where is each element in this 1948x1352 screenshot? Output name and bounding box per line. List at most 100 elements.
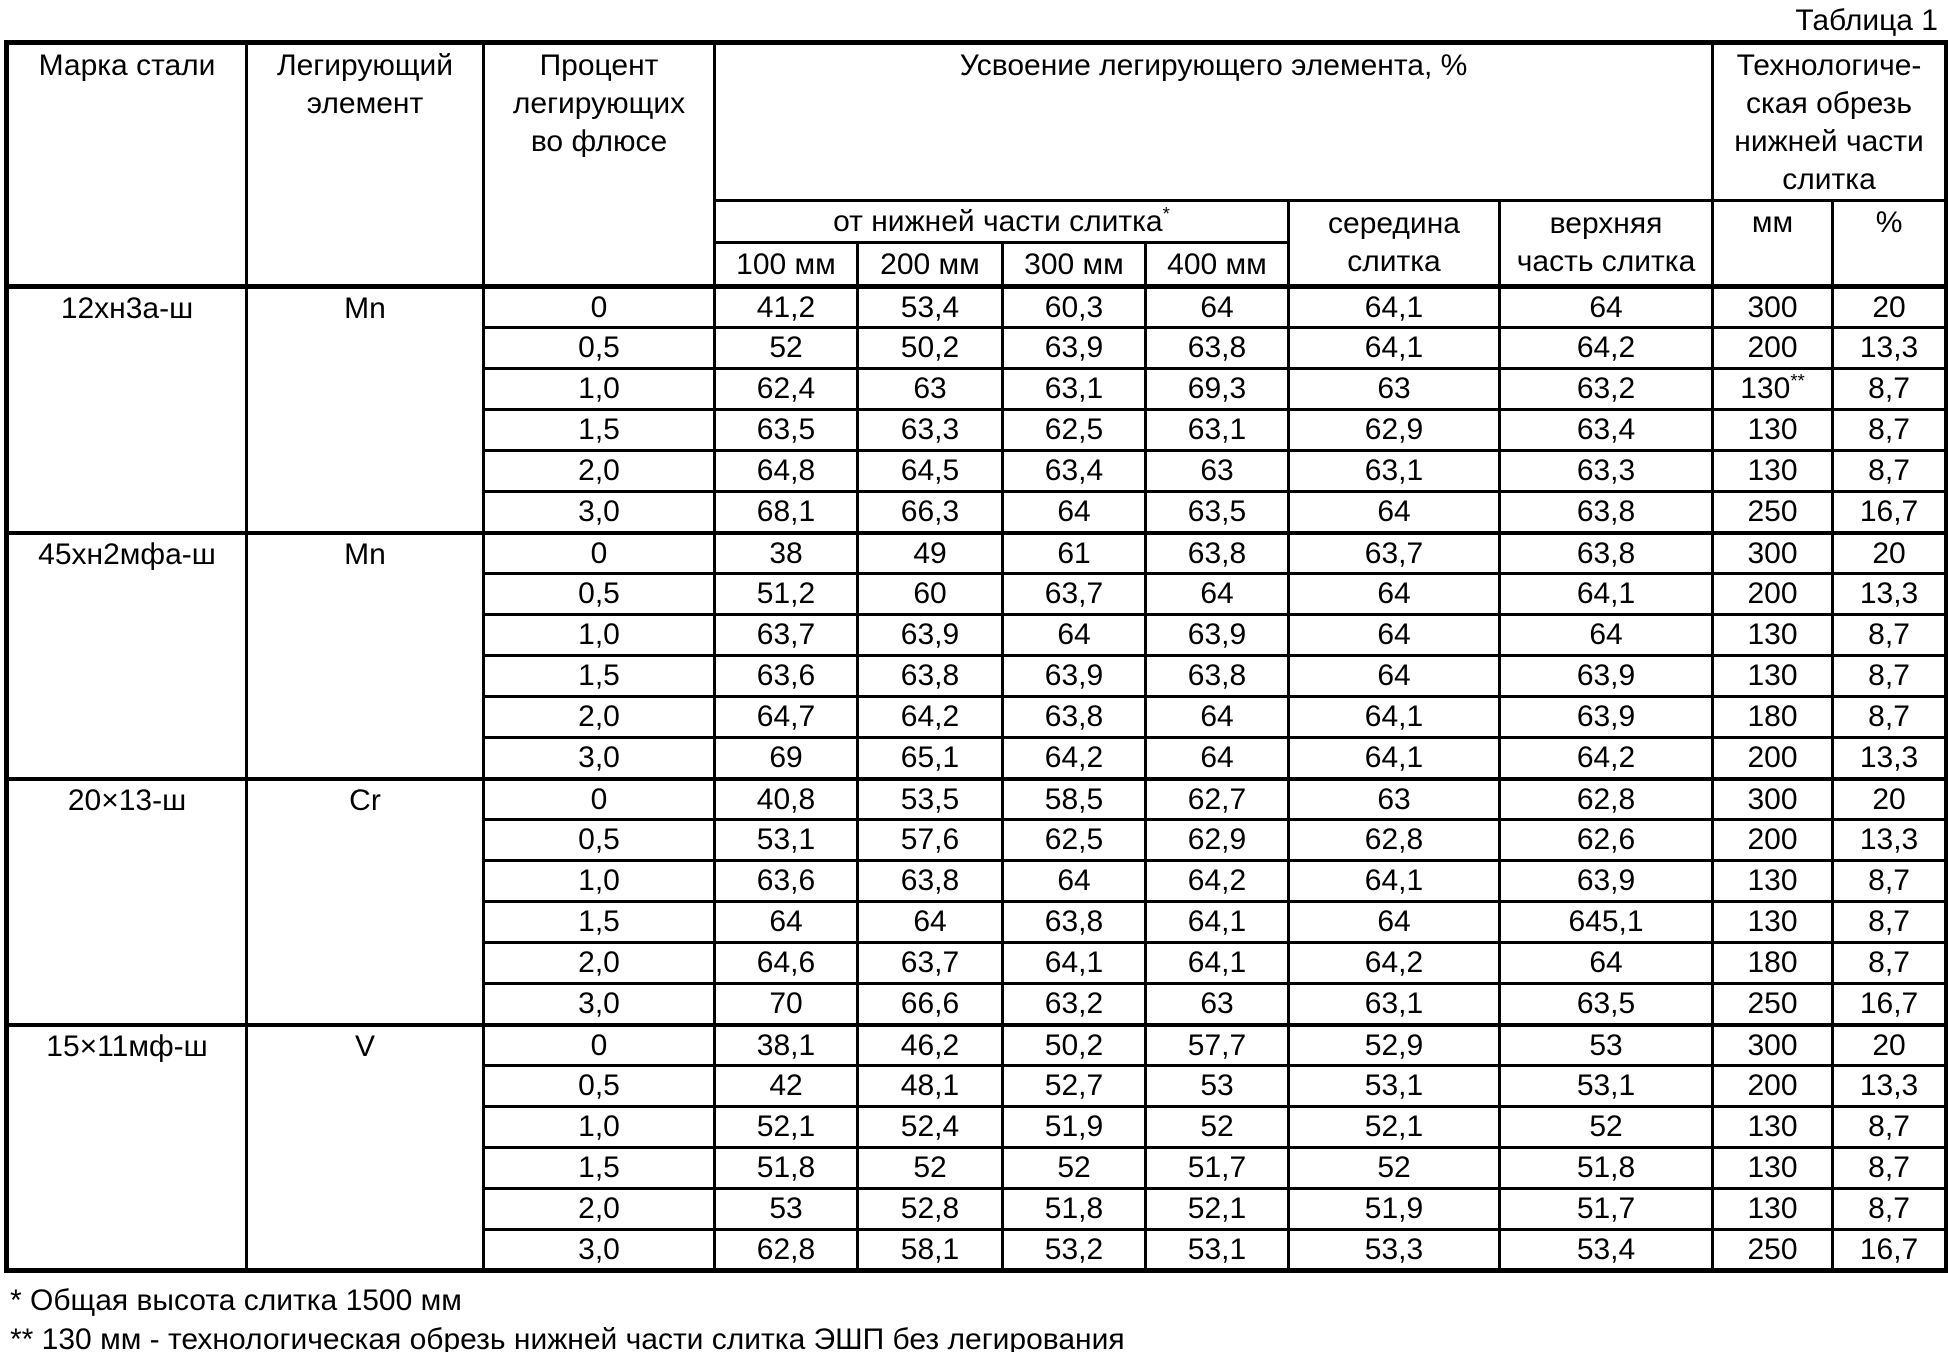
footnote-1: * Общая высота слитка 1500 мм — [10, 1284, 462, 1317]
flux-percent-cell: 2,0 — [482, 941, 716, 985]
alloy-element-cell: V — [245, 1022, 485, 1272]
value-400mm-cell: 53,1 — [1144, 1228, 1290, 1272]
value-100mm-cell: 51,2 — [713, 572, 859, 616]
table-row: 0,5 52 50,2 63,9 63,8 64,1 64,2 200 13,3 — [7, 326, 1948, 370]
value-400mm-cell: 62,9 — [1144, 818, 1290, 862]
trim-mm-cell: 300 — [1711, 776, 1835, 821]
value-400mm-cell: 64 — [1144, 572, 1290, 616]
value-100mm-cell: 64,8 — [713, 449, 859, 493]
table-row: 20×13-ш Cr 0 40,8 53,5 58,5 62,7 63 62,8 300 20 — [5, 776, 1948, 1026]
trim-percent-cell: 8,7 — [1831, 1187, 1948, 1231]
table-row: 1,0 62,4 63 63,1 69,3 63 63,2 130** 8,7 — [7, 367, 1948, 411]
trim-percent-cell: 13,3 — [1831, 326, 1948, 370]
trim-mm-cell: 250 — [1711, 1228, 1835, 1272]
value-100mm-cell: 63,7 — [713, 613, 859, 657]
trim-mm-cell: 300 — [1711, 530, 1835, 575]
value-300mm-cell: 50,2 — [1001, 1022, 1147, 1067]
footnote-2: ** 130 мм - технологическая обрезь нижне… — [10, 1323, 1125, 1352]
value-top-cell: 63,5 — [1497, 982, 1715, 1026]
trim-mm-cell: 130 — [1711, 859, 1835, 903]
value-300mm-cell: 64 — [1001, 859, 1147, 903]
value-200mm-cell: 64,5 — [856, 449, 1004, 493]
value-200mm-cell: 63,7 — [856, 941, 1004, 985]
trim-mm-cell: 130 — [1711, 408, 1835, 452]
value-300mm-cell: 58,5 — [1001, 776, 1147, 821]
flux-percent-cell: 0,5 — [482, 572, 716, 616]
flux-percent-cell: 1,5 — [482, 900, 716, 944]
table-row: 2,0 64,6 63,7 64,1 64,1 64,2 64 180 8,7 — [7, 941, 1948, 985]
footnote-marker: ** — [1790, 370, 1805, 392]
table-row: 12хн3а-ш Mn 0 41,2 53,4 60,3 64 64,1 64 300 20 — [5, 284, 1948, 534]
value-top-cell: 51,8 — [1497, 1146, 1715, 1190]
value-300mm-cell: 53,2 — [1001, 1228, 1147, 1272]
value-top-cell: 64 — [1497, 941, 1715, 985]
steel-grade-cell: 20×13-ш — [5, 776, 248, 1026]
trim-mm-cell: 180 — [1711, 695, 1835, 739]
trim-mm-cell: 130 — [1711, 613, 1835, 657]
value-middle-cell: 64,1 — [1287, 695, 1501, 739]
value-top-cell: 63,9 — [1497, 695, 1715, 739]
data-table: Марка стали Легирующий элемент Процент л… — [4, 40, 1948, 1273]
value-200mm-cell: 46,2 — [856, 1022, 1004, 1067]
value-300mm-cell: 63,1 — [1001, 367, 1147, 411]
steel-grade-cell: 45хн2мфа-ш — [5, 530, 248, 780]
value-400mm-cell: 63,1 — [1144, 408, 1290, 452]
flux-percent-cell: 0,5 — [482, 326, 716, 370]
value-100mm-cell: 40,8 — [713, 776, 859, 821]
value-middle-cell: 64 — [1287, 613, 1501, 657]
flux-percent-cell: 2,0 — [482, 695, 716, 739]
trim-percent-cell: 8,7 — [1831, 859, 1948, 903]
value-middle-cell: 53,1 — [1287, 1064, 1501, 1108]
steel-grade-cell: 15×11мф-ш — [5, 1022, 248, 1272]
header-300mm: 300 мм — [1001, 241, 1147, 289]
table-row: 1,5 63,6 63,8 63,9 63,8 64 63,9 130 8,7 — [7, 654, 1948, 698]
value-200mm-cell: 48,1 — [856, 1064, 1004, 1108]
value-400mm-cell: 57,7 — [1144, 1022, 1290, 1067]
trim-percent-cell: 8,7 — [1831, 695, 1948, 739]
value-top-cell: 63,9 — [1497, 654, 1715, 698]
value-200mm-cell: 64 — [856, 900, 1004, 944]
value-middle-cell: 63 — [1287, 776, 1501, 821]
value-top-cell: 64,2 — [1497, 326, 1715, 370]
value-400mm-cell: 64,1 — [1144, 900, 1290, 944]
value-300mm-cell: 64 — [1001, 613, 1147, 657]
trim-percent-cell: 8,7 — [1831, 941, 1948, 985]
value-300mm-cell: 64 — [1001, 490, 1147, 534]
value-200mm-cell: 64,2 — [856, 695, 1004, 739]
value-middle-cell: 64,2 — [1287, 941, 1501, 985]
value-middle-cell: 64,1 — [1287, 326, 1501, 370]
trim-percent-cell: 20 — [1831, 776, 1948, 821]
value-100mm-cell: 53 — [713, 1187, 859, 1231]
value-300mm-cell: 63,8 — [1001, 695, 1147, 739]
trim-percent-cell: 13,3 — [1831, 572, 1948, 616]
trim-percent-cell: 20 — [1831, 1022, 1948, 1067]
flux-percent-cell: 1,0 — [482, 1105, 716, 1149]
value-200mm-cell: 63 — [856, 367, 1004, 411]
alloy-element-cell: Cr — [245, 776, 485, 1026]
trim-mm-cell: 180 — [1711, 941, 1835, 985]
trim-percent-cell: 8,7 — [1831, 408, 1948, 452]
value-100mm-cell: 63,6 — [713, 654, 859, 698]
value-100mm-cell: 64,6 — [713, 941, 859, 985]
header-row-1: Марка стали Легирующий элемент Процент л… — [5, 41, 1948, 289]
value-top-cell: 53,1 — [1497, 1064, 1715, 1108]
trim-mm-cell: 200 — [1711, 736, 1835, 780]
value-400mm-cell: 64 — [1144, 695, 1290, 739]
trim-percent-cell: 16,7 — [1831, 982, 1948, 1026]
header-from-bottom: от нижней части слитка* — [713, 199, 1290, 244]
table-row: 2,0 64,8 64,5 63,4 63 63,1 63,3 130 8,7 — [7, 449, 1948, 493]
flux-percent-cell: 0 — [482, 776, 716, 821]
value-top-cell: 64,2 — [1497, 736, 1715, 780]
trim-percent-cell: 8,7 — [1831, 367, 1948, 411]
value-top-cell: 63,4 — [1497, 408, 1715, 452]
value-top-cell: 51,7 — [1497, 1187, 1715, 1231]
header-trim-percent: % — [1831, 199, 1948, 289]
value-200mm-cell: 52 — [856, 1146, 1004, 1190]
trim-percent-cell: 8,7 — [1831, 1105, 1948, 1149]
value-middle-cell: 63,1 — [1287, 449, 1501, 493]
value-400mm-cell: 52 — [1144, 1105, 1290, 1149]
table-row: 1,0 63,7 63,9 64 63,9 64 64 130 8,7 — [7, 613, 1948, 657]
flux-percent-cell: 3,0 — [482, 1228, 716, 1272]
value-middle-cell: 53,3 — [1287, 1228, 1501, 1272]
value-200mm-cell: 66,3 — [856, 490, 1004, 534]
